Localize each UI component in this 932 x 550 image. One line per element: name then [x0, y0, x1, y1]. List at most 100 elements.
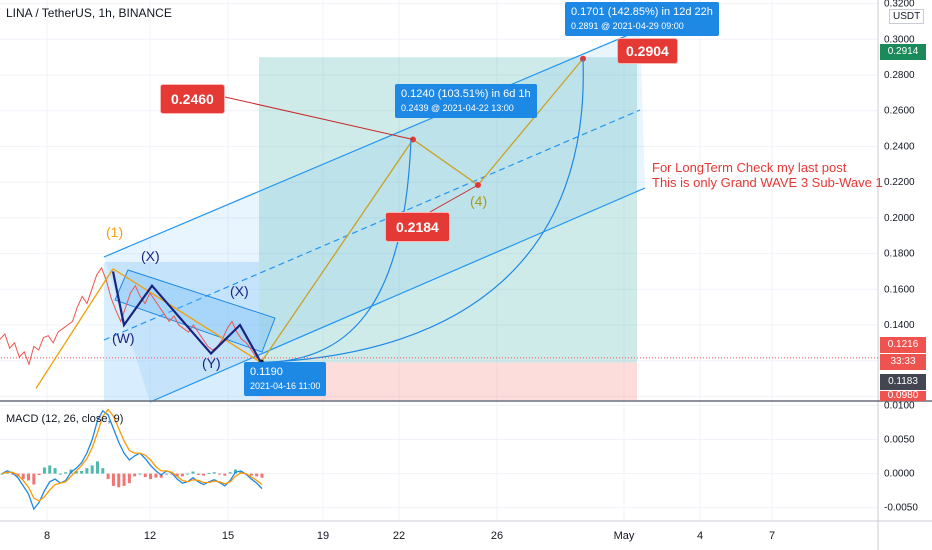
entry-info-sub: 2021-04-16 11:00 — [250, 381, 321, 391]
price-label-low: 0.1183 — [880, 374, 926, 390]
macd-axis-tick: 0.0050 — [884, 435, 915, 446]
macd-histogram-bar — [5, 472, 9, 474]
time-axis-tick: 22 — [393, 530, 405, 542]
macd-histogram-bar — [207, 472, 211, 474]
macd-histogram-bar — [42, 467, 46, 474]
macd-title: MACD (12, 26, close, 9) — [6, 413, 124, 425]
wave-label-1: (1) — [106, 224, 124, 240]
macd-histogram-bar — [21, 473, 25, 480]
macd-histogram-bar — [101, 468, 105, 474]
projection-info-2-main: 0.1701 (142.85%) in 12d 22h — [571, 6, 713, 18]
macd-histogram-bar — [27, 473, 31, 481]
entry-info[interactable]: 0.1190 2021-04-16 11:00 — [244, 362, 327, 396]
macd-histogram-bar — [218, 473, 222, 475]
projection-path — [260, 58, 584, 363]
macd-histogram-bar — [164, 473, 168, 475]
price-label-current: 0.1216 — [880, 337, 926, 353]
time-axis-tick: 19 — [317, 530, 329, 542]
time-axis-tick: 4 — [697, 530, 703, 542]
price-axis-tick: 0.2800 — [884, 70, 915, 81]
price-box-0-2184[interactable]: 0.2184 — [385, 212, 450, 242]
annotation-note-line-1: For LongTerm Check my last post — [652, 160, 847, 175]
channel-median — [103, 109, 641, 341]
macd-histogram-bar — [223, 473, 227, 476]
impulse-wave-1 — [35, 268, 114, 389]
connector-box-1 — [224, 96, 414, 140]
annotation-note-line-2: This is only Grand WAVE 3 Sub-Wave 1 — [652, 175, 883, 190]
connector-box-2 — [429, 184, 479, 213]
macd-histogram-bar — [202, 473, 206, 476]
price-axis-tick: 0.3200 — [884, 0, 915, 10]
price-axis-tick: 0.3000 — [884, 34, 915, 45]
channel-lower — [149, 187, 646, 403]
time-axis-tick: 15 — [222, 530, 234, 542]
macd-histogram-bar — [260, 473, 264, 478]
price-axis-tick: 0.1400 — [884, 320, 915, 331]
wave-label-X-first: (X) — [141, 248, 160, 264]
macd-histogram-bar — [37, 473, 41, 475]
price-axis-tick: 0.1800 — [884, 249, 915, 260]
macd-histogram-bar — [212, 472, 216, 474]
macd-histogram-bar — [74, 470, 78, 474]
macd-histogram-bar — [48, 465, 52, 474]
projection-info-1-sub: 0.2439 @ 2021-04-22 13:00 — [401, 103, 514, 113]
macd-histogram-bar — [170, 473, 174, 475]
correction-wave-path — [111, 271, 262, 364]
macd-histogram-bar — [186, 473, 190, 475]
macd-histogram-bar — [154, 473, 158, 478]
price-axis-tick: 0.2600 — [884, 106, 915, 117]
macd-histogram-bar — [138, 473, 142, 475]
macd-histogram-bar — [85, 468, 89, 474]
entry-info-main: 0.1190 — [250, 366, 283, 378]
projection-info-1[interactable]: 0.1240 (103.51%) in 6d 1h 0.2439 @ 2021-… — [395, 84, 537, 118]
macd-histogram-bar — [90, 465, 94, 474]
time-axis-tick: 8 — [44, 530, 50, 542]
time-axis-tick: May — [614, 530, 635, 542]
macd-histogram-bar — [117, 473, 121, 488]
macd-histogram-bar — [111, 473, 115, 486]
macd-histogram-bar — [149, 473, 153, 480]
macd-histogram-bar — [255, 473, 259, 477]
projection-info-1-main: 0.1240 (103.51%) in 6d 1h — [401, 88, 531, 100]
macd-histogram-bar — [106, 473, 110, 480]
channel-upper — [103, 29, 641, 258]
projection-info-2[interactable]: 0.1701 (142.85%) in 12d 22h 0.2891 @ 202… — [565, 2, 719, 36]
macd-histogram-bar — [175, 473, 179, 477]
macd-signal-line — [1, 408, 263, 502]
currency-label[interactable]: USDT — [889, 9, 925, 24]
countdown-label: 33:33 — [880, 354, 926, 370]
macd-axis-tick: 0.0000 — [884, 469, 915, 480]
price-axis-tick: 0.2000 — [884, 213, 915, 224]
price-box-0-2460[interactable]: 0.2460 — [160, 84, 225, 114]
macd-histogram-bar — [58, 473, 62, 475]
price-label-stop: 0.0980 — [880, 391, 926, 401]
macd-histogram-bar — [0, 473, 4, 475]
wave-2-line — [112, 268, 262, 364]
macd-histogram-bar — [127, 473, 131, 484]
channel-fill — [104, 30, 645, 402]
chart-title: LINA / TetherUS, 1h, BINANCE — [6, 6, 172, 20]
price-box-0-2904[interactable]: 0.2904 — [617, 38, 678, 64]
price-axis-tick: 0.1600 — [884, 284, 915, 295]
price-axis-tick: 0.2200 — [884, 177, 915, 188]
arc-to-target-2 — [260, 58, 584, 364]
macd-axis-tick: -0.0050 — [884, 503, 918, 514]
macd-histogram-bar — [80, 470, 84, 474]
projection-info-2-sub: 0.2891 @ 2021-04-29 09:00 — [571, 21, 684, 31]
macd-histogram-bar — [196, 473, 200, 475]
macd-histogram-bar — [228, 472, 232, 474]
macd-histogram-bar — [53, 468, 57, 474]
wave-label-X-second: (X) — [230, 283, 249, 299]
annotation-note: For LongTerm Check my last post This is … — [652, 160, 883, 190]
macd-pane — [0, 408, 264, 511]
macd-histogram-bar — [180, 473, 184, 477]
macd-histogram-bar — [32, 473, 36, 485]
price-series — [0, 266, 262, 389]
wave-label-4: (4) — [470, 193, 488, 209]
price-label-target: 0.2914 — [880, 44, 926, 60]
macd-histogram-bar — [133, 473, 137, 477]
macd-histogram-bar — [11, 473, 15, 475]
arc-to-target-1 — [260, 139, 412, 364]
